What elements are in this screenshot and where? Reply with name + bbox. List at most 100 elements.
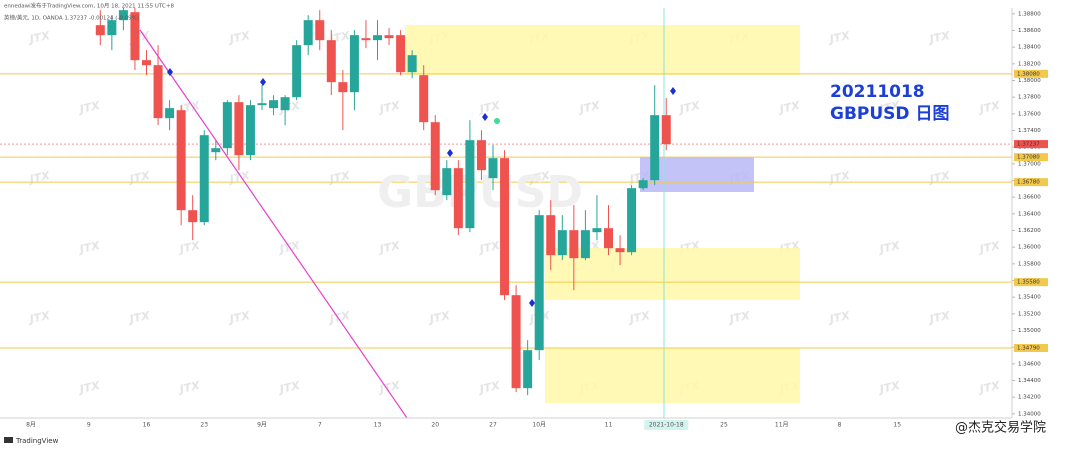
y-tick-label: 1.37800 <box>1018 95 1041 101</box>
tile-watermark: JTX <box>977 379 1002 396</box>
candle-body <box>153 65 163 119</box>
y-tick-label: 1.35400 <box>1018 295 1041 301</box>
y-tick-label: 1.38600 <box>1018 28 1041 34</box>
y-tick-label: 1.37400 <box>1018 128 1041 134</box>
level-label: 1.38080 <box>1017 71 1040 77</box>
x-tick-label: 23 <box>200 422 208 429</box>
candle-body <box>222 102 232 149</box>
tile-watermark: JTX <box>927 309 952 326</box>
level-tag <box>1014 344 1048 352</box>
candle-body <box>373 35 382 41</box>
tile-watermark: JTX <box>227 29 252 46</box>
candle-body <box>430 122 440 191</box>
candle-body <box>130 12 140 61</box>
candle-body <box>257 103 267 106</box>
candle-body <box>511 295 521 389</box>
tile-watermark: JTX <box>177 239 202 256</box>
y-tick-label: 1.36200 <box>1018 228 1041 234</box>
x-tick-label: 8月 <box>26 422 36 429</box>
candle-body <box>142 60 151 66</box>
x-tick-label: 20 <box>431 422 439 429</box>
tile-watermark: JTX <box>127 309 152 326</box>
candle-body <box>165 108 175 119</box>
candle-body <box>419 75 429 123</box>
y-tick-label: 1.35000 <box>1018 328 1041 334</box>
candle-body <box>95 25 105 36</box>
candle-body <box>245 105 255 156</box>
candle-body <box>188 210 198 223</box>
x-tick-label: 15 <box>893 422 901 429</box>
tile-watermark: JTX <box>277 239 302 256</box>
candle-body <box>488 158 498 179</box>
candle-body <box>523 350 533 389</box>
x-tick-label: 25 <box>720 422 728 429</box>
header-symbol: 英镑/美元, 1D, OANDA 1.37237 -0.00124 (-0.09… <box>4 14 139 22</box>
x-tick-label: 7 <box>318 422 322 429</box>
y-tick-label: 1.34600 <box>1018 361 1041 367</box>
tile-watermark: JTX <box>577 99 602 116</box>
candle-body <box>269 100 279 109</box>
candle-body <box>546 215 556 256</box>
x-tick-label: 8 <box>838 422 842 429</box>
trend-line <box>139 29 408 418</box>
candle-body <box>315 20 325 41</box>
tile-watermark: JTX <box>377 99 402 116</box>
candle-body <box>199 135 209 223</box>
candle-body <box>465 140 475 229</box>
candle-body <box>569 230 579 259</box>
y-tick-label: 1.37600 <box>1018 111 1041 117</box>
candle-body <box>361 38 371 41</box>
tile-watermark: JTX <box>877 239 902 256</box>
tile-watermark: JTX <box>277 379 302 396</box>
candle-body <box>384 35 394 39</box>
candle-body <box>534 215 544 351</box>
y-tick-label: 1.34000 <box>1018 411 1041 417</box>
candle-body <box>396 35 406 73</box>
brand-name: TradingView <box>15 437 59 445</box>
candle-body <box>211 148 221 153</box>
tile-watermark: JTX <box>627 309 652 326</box>
candle-body <box>638 180 648 189</box>
tile-watermark: JTX <box>777 99 802 116</box>
tile-watermark: JTX <box>877 379 902 396</box>
level-tag <box>1014 178 1048 187</box>
level-label: 1.34790 <box>1017 346 1040 352</box>
tile-watermark: JTX <box>677 99 702 116</box>
y-tick-label: 1.38000 <box>1018 78 1041 84</box>
tile-watermark: JTX <box>977 239 1002 256</box>
signal-dot <box>494 118 500 124</box>
level-tag <box>1014 153 1048 162</box>
candle-body <box>442 168 452 196</box>
candle-body <box>292 45 302 98</box>
brand-logo <box>4 437 13 443</box>
candles <box>95 8 671 396</box>
candle-body <box>407 55 417 73</box>
candle-body <box>303 20 313 46</box>
demand-zone <box>545 348 800 403</box>
symbol-watermark: GBPUSD <box>377 167 583 218</box>
candle-body <box>650 115 660 181</box>
x-tick-label: 11月 <box>775 422 789 429</box>
y-tick-label: 1.35200 <box>1018 311 1041 317</box>
candle-body <box>118 10 128 21</box>
candle-body <box>627 188 637 253</box>
tile-watermark: JTX <box>77 239 102 256</box>
candle-body <box>592 228 602 233</box>
tile-watermark: JTX <box>877 99 902 116</box>
x-tick-label: 9 <box>87 422 91 429</box>
tile-watermark: JTX <box>477 239 502 256</box>
header-source: ennedawi发布于TradingView.com, 10月 18, 2021… <box>4 2 174 10</box>
x-tick-label: 2021-10-18 <box>649 422 684 429</box>
y-tick-label: 1.38800 <box>1018 11 1041 17</box>
candle-body <box>580 230 590 259</box>
y-tick-label: 1.36600 <box>1018 195 1041 201</box>
tile-watermark: JTX <box>727 309 752 326</box>
y-tick-label: 1.35800 <box>1018 261 1041 267</box>
last-price-label: 1.37237 <box>1017 142 1040 148</box>
candle-body <box>476 140 486 171</box>
tile-watermark: JTX <box>27 309 52 326</box>
candle-body <box>107 20 117 36</box>
tile-watermark: JTX <box>27 29 52 46</box>
